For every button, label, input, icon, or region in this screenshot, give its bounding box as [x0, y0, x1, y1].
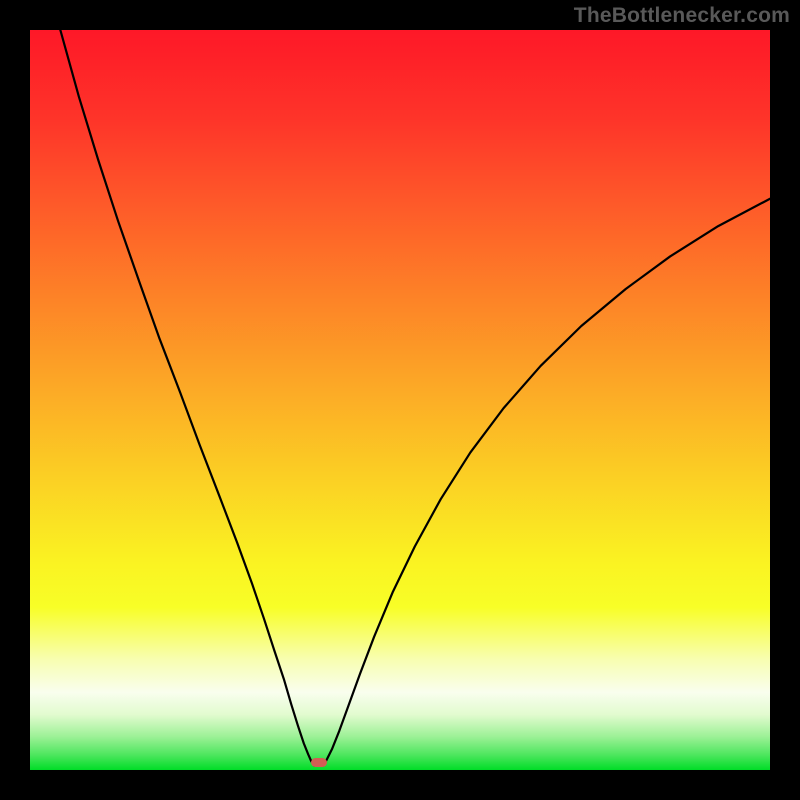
watermark-text: TheBottlenecker.com — [574, 4, 790, 28]
chart-frame: TheBottlenecker.com — [0, 0, 800, 800]
plot-area — [30, 30, 770, 770]
minimum-marker — [311, 758, 327, 767]
gradient-background — [30, 30, 770, 770]
plot-svg — [30, 30, 770, 770]
